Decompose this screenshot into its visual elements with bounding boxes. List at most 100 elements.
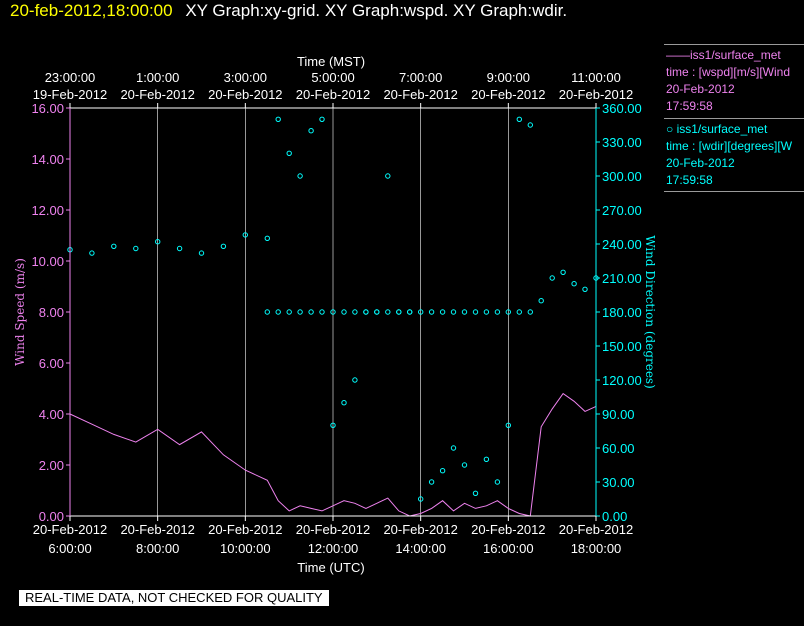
- wdir-point: [516, 116, 522, 123]
- wdir-point: [133, 245, 139, 252]
- wdir-point: [319, 116, 325, 123]
- grid-lines: [157, 108, 509, 516]
- wdir-point: [275, 116, 281, 123]
- wdir-point: [286, 309, 292, 315]
- wdir-point: [374, 309, 380, 315]
- wdir-point: [571, 281, 577, 287]
- wdir-point: [89, 250, 95, 256]
- x-top-tick-date: 20-Feb-2012: [383, 87, 457, 102]
- legend-date: 20-Feb-2012: [666, 156, 735, 170]
- y-left-tick-label: 6.00: [39, 356, 64, 371]
- wdir-point: [505, 309, 511, 315]
- x-bottom-tick-date: 20-Feb-2012: [208, 522, 282, 537]
- wspd-line: [69, 392, 597, 517]
- wdir-point: [527, 122, 533, 128]
- wdir-point: [505, 422, 511, 428]
- wdir-point: [275, 309, 281, 315]
- wdir-point: [516, 309, 522, 315]
- wdir-point: [242, 232, 249, 238]
- y-right-tick-label: 300.00: [602, 169, 642, 184]
- legend-date: 20-Feb-2012: [666, 82, 735, 96]
- wdir-point: [483, 456, 490, 462]
- y-right-tick-label: 270.00: [602, 203, 642, 218]
- y-left-tick-labels: 0.00 2.00 4.00 6.00 8.00 10.00 12.00 14.00 16.00: [31, 101, 70, 524]
- x-bottom-axis-label: Time (UTC): [297, 560, 364, 575]
- legend-series-name: ——iss1/surface_met: [666, 48, 781, 62]
- x-top-tick-time: 3:00:00: [224, 70, 267, 85]
- x-bottom-tick-time: 16:00:00: [483, 541, 534, 556]
- legend-divider: [664, 191, 804, 192]
- wdir-point: [560, 269, 566, 275]
- y-right-tick-label: 0.00: [602, 509, 627, 524]
- title-datetime: 20-feb-2012,18:00:00: [10, 1, 173, 20]
- x-top-tick-time: 9:00:00: [487, 70, 530, 85]
- wspd-series: [69, 392, 597, 517]
- y-right-tick-label: 360.00: [602, 101, 642, 116]
- wdir-point: [407, 309, 413, 315]
- x-bottom-tick-time: 18:00:00: [571, 541, 622, 556]
- wdir-point: [494, 479, 501, 485]
- x-bottom-tick-date: 20-Feb-2012: [120, 522, 194, 537]
- x-top-tick-date: 20-Feb-2012: [208, 87, 282, 102]
- wdir-point: [428, 479, 435, 485]
- x-bottom-tick-date: 20-Feb-2012: [559, 522, 633, 537]
- legend-entry-wspd: ——iss1/surface_met time : [wspd][m/s][Wi…: [666, 47, 790, 115]
- x-top-tick-date: 20-Feb-2012: [471, 87, 545, 102]
- y-left-tick-label: 10.00: [31, 254, 64, 269]
- wdir-point: [286, 150, 292, 157]
- wdir-point: [450, 445, 457, 451]
- y-right-tick-label: 120.00: [602, 373, 642, 388]
- x-bottom-tick-date: 20-Feb-2012: [383, 522, 457, 537]
- x-bottom-tick-time: 14:00:00: [395, 541, 446, 556]
- wdir-point: [494, 309, 501, 315]
- y-left-tick-label: 16.00: [31, 101, 64, 116]
- wdir-series: [67, 116, 599, 502]
- wdir-point: [308, 128, 314, 134]
- x-bottom-tick-date: 20-Feb-2012: [33, 522, 107, 537]
- x-bottom-tick-time: 6:00:00: [48, 541, 91, 556]
- y-right-tick-label: 150.00: [602, 339, 642, 354]
- wdir-point: [176, 245, 183, 252]
- x-bottom-tick-time: 12:00:00: [308, 541, 359, 556]
- x-top-tick-time: 7:00:00: [399, 70, 442, 85]
- wdir-point: [428, 309, 435, 315]
- wdir-point: [450, 309, 457, 315]
- wdir-point: [472, 490, 479, 496]
- wdir-point: [483, 309, 490, 315]
- x-top-tick-date: 20-Feb-2012: [120, 87, 194, 102]
- wdir-point: [220, 243, 227, 250]
- legend-divider: [664, 44, 804, 45]
- wdir-point: [264, 235, 270, 242]
- y-left-tick-label: 14.00: [31, 152, 64, 167]
- x-top-tick-date: 20-Feb-2012: [296, 87, 370, 102]
- y-right-tick-label: 330.00: [602, 135, 642, 150]
- legend-variable: time : [wdir][degrees][W: [666, 139, 793, 153]
- wdir-point: [385, 173, 391, 179]
- x-top-tick-time: 23:00:00: [45, 70, 96, 85]
- page-title: 20-feb-2012,18:00:00 XY Graph:xy-grid. X…: [10, 0, 567, 24]
- x-top-axis-label: Time (MST): [297, 54, 365, 69]
- wdir-point: [527, 309, 533, 315]
- wdir-point: [385, 309, 391, 315]
- y-right-tick-label: 210.00: [602, 271, 642, 286]
- wdir-point: [363, 309, 369, 315]
- legend: ——iss1/surface_met time : [wspd][m/s][Wi…: [664, 44, 804, 194]
- wdir-point: [330, 422, 336, 428]
- y-left-axis-label: Wind Speed (m/s): [13, 258, 27, 366]
- wdir-point: [341, 400, 347, 406]
- wdir-point: [319, 309, 325, 315]
- y-right-tick-label: 90.00: [602, 407, 635, 422]
- wdir-point: [396, 309, 402, 315]
- x-bottom-tick-date: 20-Feb-2012: [471, 522, 545, 537]
- title-graph-list: XY Graph:xy-grid. XY Graph:wspd. XY Grap…: [185, 1, 568, 20]
- wdir-point: [439, 309, 446, 315]
- y-left-tick-label: 8.00: [39, 305, 64, 320]
- wdir-point: [461, 309, 468, 315]
- wdir-point: [352, 377, 358, 383]
- x-bottom-tick-time: 8:00:00: [136, 541, 179, 556]
- wdir-point: [155, 239, 161, 245]
- wdir-point: [472, 309, 479, 315]
- x-top-tick-time: 5:00:00: [311, 70, 354, 85]
- y-left-tick-label: 2.00: [39, 458, 64, 473]
